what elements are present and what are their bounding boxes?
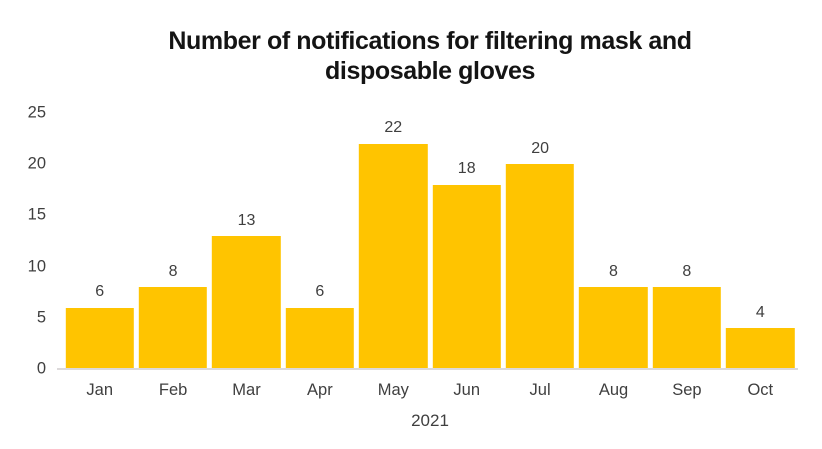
- x-axis: Jan Feb Mar Apr May Jun Jul Aug Sep Oct: [63, 381, 797, 403]
- bar: [579, 287, 648, 369]
- y-tick-label: 20: [27, 154, 46, 173]
- plot-area: 6 8 13 6 22 18 20 8 8 4: [63, 113, 797, 369]
- chart-title-line-2: disposable gloves: [325, 57, 535, 85]
- bar-slot: 6: [63, 113, 136, 369]
- bar: [652, 287, 722, 369]
- bar-value-label: 20: [531, 139, 549, 157]
- x-tick-label: May: [377, 381, 409, 399]
- bar-value-label: 22: [384, 119, 403, 137]
- x-tick-label: Feb: [158, 381, 188, 399]
- bar-slot: 6: [283, 113, 356, 369]
- bar-value-label: 8: [682, 262, 692, 280]
- x-tick-label: Jul: [529, 381, 551, 399]
- bar-value-label: 18: [457, 160, 476, 178]
- bar: [505, 164, 575, 369]
- bar-slot: 18: [430, 113, 503, 369]
- bar-value-label: 6: [95, 283, 105, 301]
- chart-title-line-1: Number of notifications for filtering ma…: [168, 27, 692, 55]
- bar-slot: 8: [577, 113, 650, 369]
- y-axis: 0 5 10 15 20 25: [0, 0, 46, 449]
- bar-slot: 8: [650, 113, 723, 369]
- x-tick-label: Jun: [453, 381, 480, 399]
- bar-value-label: 13: [237, 211, 256, 229]
- chart-title: Number of notifications for filtering ma…: [63, 26, 797, 86]
- bar-slot: 13: [210, 113, 283, 369]
- x-tick-label: Sep: [672, 381, 702, 399]
- y-tick-label: 5: [36, 308, 46, 327]
- y-tick-label: 0: [36, 359, 46, 378]
- x-axis-line: [57, 368, 798, 370]
- bar: [726, 328, 795, 369]
- y-tick-label: 10: [27, 257, 46, 276]
- x-tick-label: Apr: [307, 381, 333, 399]
- bar-value-label: 8: [168, 262, 178, 280]
- bar-slot: 8: [136, 113, 209, 369]
- bar: [432, 184, 501, 369]
- y-tick-label: 15: [27, 205, 46, 224]
- y-tick-label: 25: [27, 103, 46, 122]
- x-tick-label: Aug: [598, 381, 629, 399]
- bar-slot: 4: [724, 113, 797, 369]
- x-axis-title: 2021: [411, 411, 449, 430]
- bar-value-label: 4: [755, 303, 765, 321]
- bar: [138, 287, 208, 369]
- x-tick-label: Oct: [747, 381, 774, 399]
- x-tick-label: Mar: [232, 381, 261, 399]
- x-tick-label: Jan: [86, 381, 113, 399]
- bar-value-label: 8: [609, 262, 618, 280]
- bar: [212, 235, 281, 369]
- bar: [285, 307, 355, 369]
- bar-slot: 20: [503, 113, 576, 369]
- bar: [359, 143, 428, 369]
- bar-value-label: 6: [315, 283, 325, 301]
- bar-slot: 22: [357, 113, 430, 369]
- bar: [65, 307, 134, 369]
